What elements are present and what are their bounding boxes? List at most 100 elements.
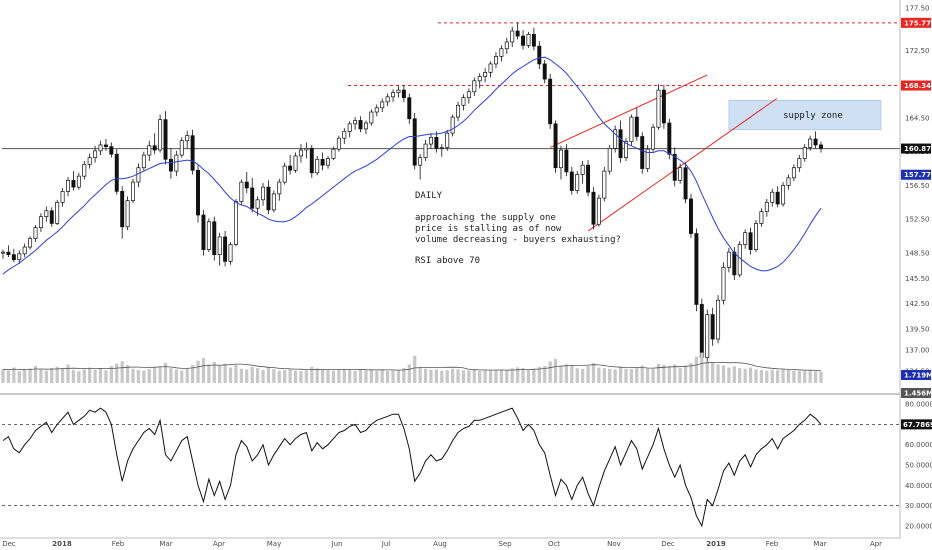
candle-body: [38, 216, 43, 228]
time-tick-label: Dec: [2, 540, 16, 548]
volume-bar: [743, 368, 747, 383]
candle-body: [239, 181, 244, 202]
volume-bar: [136, 369, 141, 383]
price-axis[interactable]: 177.50172.50168.50164.50160.50156.50152.…: [899, 0, 932, 538]
candle-body: [483, 72, 488, 77]
volume-bar: [131, 368, 135, 383]
price-panel[interactable]: supply zone: [0, 22, 900, 395]
note-line-2: price is stalling as of now: [415, 224, 562, 234]
volume-bar: [245, 369, 249, 383]
volume-bar: [158, 366, 162, 383]
rsi-panel[interactable]: [2, 407, 900, 528]
price-tag: [901, 17, 931, 28]
candle-body: [689, 198, 693, 234]
volume-bar: [348, 369, 352, 383]
candle-body: [277, 181, 282, 195]
volume-bar: [483, 370, 487, 383]
candle-body: [477, 76, 482, 82]
candle-body: [380, 101, 385, 109]
candle-body: [683, 167, 688, 200]
volume-bar: [510, 368, 514, 383]
volume-bar: [66, 364, 70, 383]
volume-bar: [618, 366, 623, 383]
volume-bar: [548, 361, 552, 383]
candle-body: [93, 150, 98, 158]
candle-body: [759, 211, 764, 224]
candle-body: [369, 111, 374, 124]
candle-body: [602, 170, 607, 199]
candle-body: [569, 171, 574, 191]
volume-bar: [169, 368, 173, 383]
volume-bar: [662, 365, 666, 383]
candle-body: [613, 129, 618, 149]
volume-bar: [310, 366, 314, 383]
volume-tag-label: 1.719M: [904, 372, 932, 380]
volume-bar: [385, 370, 390, 383]
candle-body: [781, 185, 786, 205]
volume-bar: [813, 371, 818, 383]
volume-bar: [402, 368, 406, 383]
candle-body: [6, 251, 11, 256]
volume-bar: [694, 356, 699, 383]
candle-body: [743, 232, 748, 245]
candle-body: [185, 135, 190, 142]
candle-body: [342, 131, 347, 139]
candle-body: [445, 132, 450, 148]
candle-body: [304, 147, 309, 151]
volume-ma-line: [2, 361, 821, 371]
volume-bar: [239, 368, 243, 383]
volume-bar: [315, 368, 319, 383]
candle-body: [802, 147, 807, 159]
volume-bar: [732, 366, 736, 383]
volume-bar: [104, 370, 108, 383]
volume-bar: [613, 369, 617, 383]
volume-bar: [467, 370, 471, 383]
time-tick-label: Oct: [548, 540, 560, 548]
time-tick-label: 2019: [706, 540, 726, 548]
candle-body: [298, 149, 303, 157]
candle-body: [575, 174, 580, 191]
candle-body: [152, 145, 157, 151]
volume-bar: [304, 370, 308, 383]
volume-bar: [180, 370, 184, 383]
volume-bar: [602, 368, 606, 383]
note-title: DAILY: [415, 191, 443, 201]
candle-body: [33, 227, 38, 239]
candle-body: [109, 146, 114, 155]
candle-body: [255, 199, 260, 209]
time-axis[interactable]: Dec 2018 Feb Mar Apr May Jun Jul Aug Sep Oct Nov Dec…: [0, 537, 900, 548]
volume-bar: [190, 365, 195, 383]
note-footer: RSI above 70: [415, 256, 480, 266]
candle-body: [87, 157, 92, 165]
rsi-value-tag: [901, 419, 932, 430]
volume-bar: [440, 370, 444, 383]
candle-body: [737, 244, 742, 276]
time-tick-label: Jul: [381, 540, 391, 548]
price-tag: [901, 169, 931, 180]
candle-body: [266, 186, 271, 211]
volume-bar: [71, 369, 76, 383]
candle-body: [158, 119, 163, 151]
volume-bar: [456, 369, 460, 383]
candle-body: [49, 210, 54, 224]
volume-bar: [196, 360, 200, 383]
price-tick-label: 164.50: [905, 114, 930, 122]
volume-bar: [759, 369, 764, 383]
note-line-1: approaching the supply one: [415, 213, 556, 223]
candle-body: [196, 169, 200, 216]
volume-bar: [683, 365, 688, 383]
candle-body: [667, 122, 672, 155]
candle-body: [168, 158, 173, 172]
candle-body: [315, 158, 320, 174]
volume-bar: [461, 370, 466, 383]
volume-bar: [478, 370, 482, 383]
candle-body: [76, 175, 81, 188]
volume-bar: [797, 370, 801, 383]
price-tick-label: 148.50: [905, 249, 930, 257]
candle-body: [282, 165, 287, 183]
candle-body: [526, 34, 531, 46]
volume-bar: [488, 370, 493, 383]
volume-bar: [516, 367, 520, 383]
volume-bar: [434, 369, 439, 383]
volume-bar: [358, 369, 363, 383]
